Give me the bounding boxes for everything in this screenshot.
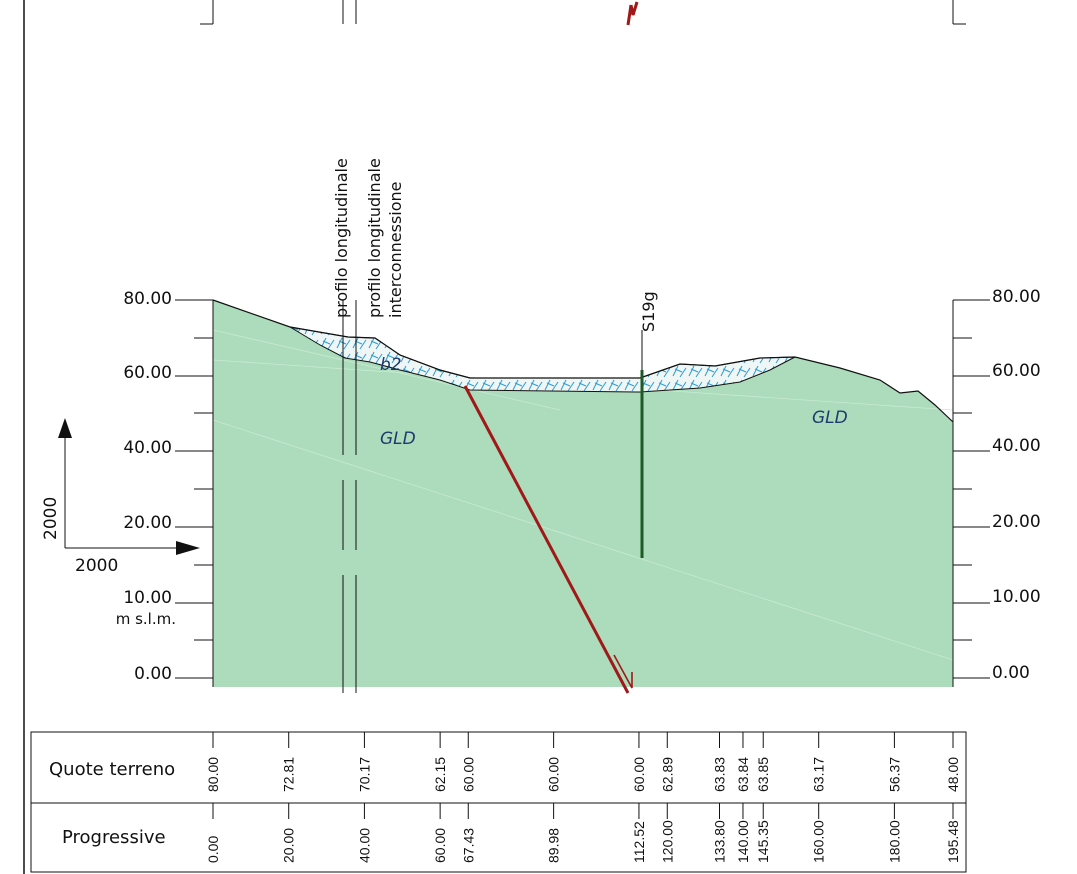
elevation-axis-right bbox=[952, 299, 990, 687]
elev-label-left: 80.00 bbox=[123, 289, 172, 309]
progressiva-value: 180.00 bbox=[886, 820, 902, 863]
quota-value: 56.37 bbox=[886, 757, 902, 792]
quota-value: 63.17 bbox=[811, 757, 827, 792]
progressiva-value: 40.00 bbox=[356, 828, 372, 863]
scale-indicator bbox=[58, 418, 200, 555]
progressiva-value: 112.52 bbox=[631, 821, 647, 863]
quota-value: 62.89 bbox=[659, 757, 675, 792]
section-marker-label: profilo longitudinale bbox=[332, 158, 351, 318]
elev-label-right: 80.00 bbox=[992, 287, 1041, 307]
progressiva-value: 145.35 bbox=[755, 820, 771, 863]
elev-label-right: 10.00 bbox=[992, 587, 1041, 607]
quota-value: 80.00 bbox=[205, 757, 221, 792]
elev-label-right: 20.00 bbox=[992, 512, 1041, 532]
progressiva-value: 120.00 bbox=[659, 820, 675, 863]
progressiva-value: 0.00 bbox=[205, 836, 221, 863]
quota-value: 48.00 bbox=[945, 757, 961, 792]
bedrock-label: GLD bbox=[380, 429, 416, 449]
table-columns: 80.00 0.00 72.81 20.00 70.17 40.00 62.15 60.00 6… bbox=[205, 732, 961, 863]
arrow-right-icon bbox=[176, 541, 200, 555]
row-label-quote: Quote terreno bbox=[49, 759, 175, 780]
section-marker-label: profilo longitudinale bbox=[365, 158, 384, 318]
quota-value: 72.81 bbox=[281, 757, 297, 792]
progressiva-value: 133.80 bbox=[712, 820, 728, 863]
arrow-up-icon bbox=[58, 418, 72, 438]
progressiva-value: 195.48 bbox=[945, 820, 961, 863]
ground-surface bbox=[212, 299, 954, 423]
elev-label-left: 40.00 bbox=[123, 438, 172, 458]
profile-table: Quote terreno Progressive 80.00 0.00 72.81… bbox=[30, 731, 967, 873]
row-label-progressive: Progressive bbox=[62, 827, 166, 848]
quota-value: 63.85 bbox=[755, 757, 771, 792]
elev-label-right: 60.00 bbox=[992, 361, 1041, 381]
frame bbox=[23, 0, 966, 874]
elev-label-left: 0.00 bbox=[134, 664, 172, 684]
fault-line bbox=[463, 385, 633, 694]
horizontal-scale-label: 2000 bbox=[75, 556, 118, 576]
elev-label-left: 10.00 bbox=[123, 588, 172, 608]
bedrock-label: GLD bbox=[812, 408, 848, 428]
alluvium-label: b2 bbox=[380, 355, 402, 375]
elev-label-right: 0.00 bbox=[992, 663, 1030, 683]
quota-value: 60.00 bbox=[546, 757, 562, 792]
quota-value: 60.00 bbox=[460, 757, 476, 792]
quota-value: 63.83 bbox=[712, 757, 728, 792]
quota-value: 60.00 bbox=[631, 757, 647, 792]
quota-value: 70.17 bbox=[356, 757, 372, 792]
progressiva-value: 67.43 bbox=[460, 828, 476, 863]
elev-label-left: 20.00 bbox=[123, 513, 172, 533]
borehole-label: S19g bbox=[639, 291, 658, 332]
bedrock-gld bbox=[213, 300, 953, 687]
section-marker-lines bbox=[342, 300, 357, 693]
progressiva-value: 89.98 bbox=[546, 828, 562, 863]
progressiva-value: 140.00 bbox=[735, 820, 751, 863]
quota-value: 63.84 bbox=[735, 757, 751, 792]
quota-value: 62.15 bbox=[432, 757, 448, 792]
section-marker-label: interconnessione bbox=[386, 181, 405, 318]
progressiva-value: 20.00 bbox=[281, 828, 297, 863]
vertical-scale-label: 2000 bbox=[41, 497, 61, 540]
elevation-axis-left bbox=[175, 299, 214, 687]
elev-label-right: 40.00 bbox=[992, 436, 1041, 456]
progressiva-value: 160.00 bbox=[811, 820, 827, 863]
progressiva-value: 60.00 bbox=[432, 828, 448, 863]
elevation-unit: m s.l.m. bbox=[116, 610, 176, 628]
elev-label-left: 60.00 bbox=[123, 363, 172, 383]
